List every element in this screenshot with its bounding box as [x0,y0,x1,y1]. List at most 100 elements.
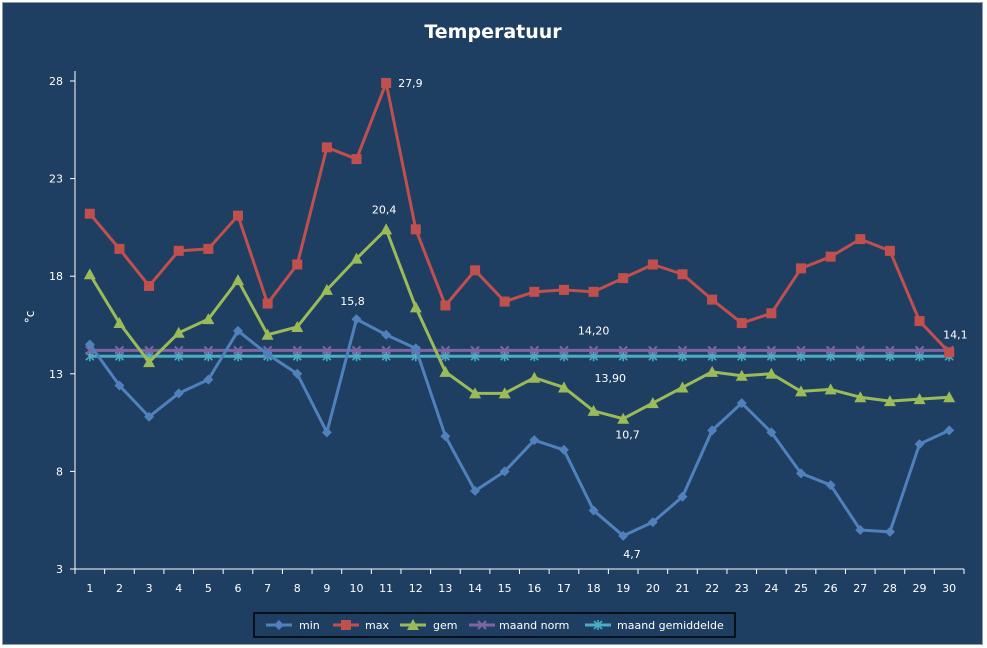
y-tick-label: 3 [56,563,63,576]
data-point-min [914,439,925,450]
data-point-gem [854,391,867,403]
data-point-maand-norm [470,345,480,356]
legend-marker-min [274,620,284,630]
data-point-max [203,243,214,254]
x-tick-label: 4 [175,582,182,595]
series-max [84,77,955,358]
x-tick-label: 19 [616,582,630,595]
x-tick-label: 30 [942,582,956,595]
x-tick-label: 18 [587,582,601,595]
data-point-min [944,425,955,436]
data-label-gem: 10,7 [615,429,640,442]
x-tick-label: 10 [350,582,364,595]
data-point-max [499,296,510,307]
data-point-min [825,480,836,491]
data-point-min [292,368,303,379]
data-point-gem [143,356,156,368]
data-point-min [470,485,481,496]
legend-marker-maand-gemiddelde [593,620,603,630]
x-tick-label: 14 [468,582,482,595]
series-line-gem [88,227,950,421]
x-tick-label: 26 [824,582,838,595]
data-point-gem [202,313,215,325]
y-tick-label: 23 [49,173,63,186]
data-point-min [707,425,718,436]
data-point-max [588,286,599,297]
legend-item-gem: gem [400,619,457,632]
series-min [84,314,955,541]
x-tick-label: 1 [86,582,93,595]
data-point-max [677,269,688,280]
data-point-max [173,245,184,256]
x-tick-label: 21 [675,582,689,595]
data-point-min [677,491,688,502]
data-point-max [262,298,273,309]
data-point-maand-norm [825,345,836,356]
data-point-maand-norm [529,345,540,356]
data-point-max [825,251,836,262]
data-point-min [766,427,777,438]
data-point-maand-norm [559,345,569,356]
chart-title: Temperatuur [424,21,562,43]
data-point-max [410,224,421,235]
x-tick-label: 24 [764,582,778,595]
data-point-max [440,300,451,311]
data-point-maand-norm [796,345,806,356]
x-tick-label: 22 [705,582,719,595]
legend-label-maand-norm: maand norm [499,619,569,632]
data-point-maand-norm [737,345,747,356]
data-point-max [736,318,747,329]
data-point-max [707,294,718,305]
data-point-maand-norm [292,345,302,356]
data-label-max: 14,1 [943,328,968,341]
data-label-max: 27,9 [398,77,423,90]
data-point-max [232,210,243,221]
data-point-min [262,349,273,360]
x-tick-label: 12 [409,582,423,595]
data-point-max [796,263,807,274]
data-label-min: 15,8 [340,295,365,308]
y-tick-label: 28 [49,75,63,88]
data-point-max [884,245,895,256]
data-point-min [855,524,866,535]
data-point-max [855,234,866,245]
data-point-maand-norm [203,345,214,356]
data-point-max [351,154,362,165]
legend-marker-max [341,620,351,630]
data-point-gem [676,381,689,393]
data-point-maand-norm [322,345,332,356]
data-point-min [529,435,540,446]
data-point-min [440,431,451,442]
x-tick-label: 3 [146,582,153,595]
data-point-gem [231,274,244,286]
data-point-max [321,142,332,153]
x-tick-label: 23 [735,582,749,595]
y-axis-label: °c [23,311,37,324]
data-point-maand-norm [381,345,391,356]
data-label-maand-gemiddelde: 13,90 [594,372,626,385]
series-maand-norm [85,345,954,356]
data-point-min [84,339,95,350]
x-tick-label: 16 [527,582,541,595]
data-point-maand-norm [914,345,925,356]
data-point-maand-norm [499,345,510,356]
data-point-gem [380,223,393,235]
data-label-maand-norm: 14,20 [578,324,610,337]
x-tick-label: 8 [294,582,301,595]
legend-item-min: min [266,619,320,632]
data-point-min [588,505,599,516]
x-tick-label: 17 [557,582,571,595]
data-point-min [203,374,214,385]
data-label-min: 4,7 [623,548,641,561]
data-labels: 15,8 4,7 27,9 14,1 20,4 10,7 14,20 13,90 [340,77,967,561]
x-tick-label: 9 [323,582,330,595]
x-tick-label: 11 [379,582,393,595]
x-tick-label: 25 [794,582,808,595]
data-point-gem [469,387,482,399]
data-point-max [144,280,155,291]
data-point-maand-norm [707,345,717,356]
data-point-max [766,308,777,319]
y-tick-label: 13 [49,368,63,381]
